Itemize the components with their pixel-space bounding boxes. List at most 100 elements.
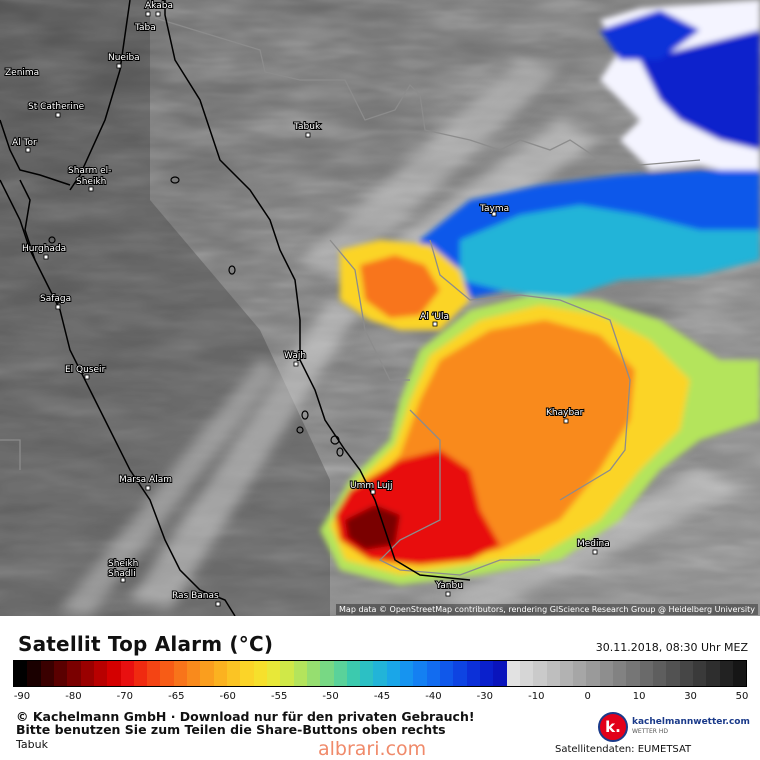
- scale-tick-label: 30: [684, 691, 697, 702]
- scale-color-cell: [346, 661, 361, 686]
- scale-tick-label: -80: [65, 691, 82, 702]
- city-marker: [25, 147, 31, 153]
- scale-tick-label: -65: [168, 691, 185, 702]
- scale-color-cell: [333, 661, 347, 686]
- scale-color-cell: [187, 661, 201, 686]
- city-marker: [120, 577, 126, 583]
- color-scale-bar: [13, 660, 747, 687]
- watermark: albrari.com: [318, 738, 427, 760]
- scale-color-cell: [613, 661, 627, 686]
- city-label: Nueiba: [108, 53, 140, 63]
- map-canvas: Akaba Taba Nueiba Zenima St Catherine Ta…: [0, 0, 760, 616]
- scale-tick-label: -40: [425, 691, 442, 702]
- scale-color-cell: [666, 661, 680, 686]
- city-marker: [305, 132, 311, 138]
- scale-color-cell: [280, 661, 294, 686]
- location-name: Tabuk: [16, 738, 48, 751]
- scale-color-cell: [586, 661, 600, 686]
- scale-tick-label: -70: [116, 691, 134, 702]
- city-marker: [592, 549, 598, 555]
- city-label: Sheikh: [108, 559, 138, 569]
- scale-color-cell: [559, 661, 574, 686]
- city-label: Hurghada: [22, 244, 66, 254]
- city-marker: [432, 321, 438, 327]
- copyright-notice: © Kachelmann GmbH · Download nur für den…: [16, 709, 475, 724]
- city-label: El Quseir: [65, 365, 106, 375]
- scale-color-cell: [599, 661, 614, 686]
- city-label: Al ‘Ula: [420, 312, 449, 322]
- scale-color-cell: [719, 661, 733, 686]
- legend-footer: [0, 616, 760, 760]
- scale-color-cell: [213, 661, 227, 686]
- city-marker: [145, 485, 151, 491]
- scale-color-cell: [107, 661, 121, 686]
- scale-tick-labels: -90 -80 -70 -65 -60 -55 -50 -45 -40 -30 -10 0 10 30 50: [0, 691, 760, 705]
- scale-color-cell: [306, 661, 321, 686]
- logo-icon: k.: [598, 712, 628, 742]
- scale-tick-label: -30: [476, 691, 494, 702]
- city-marker: [116, 63, 122, 69]
- coastlines: [0, 0, 471, 616]
- satellite-map[interactable]: Akaba Taba Nueiba Zenima St Catherine Ta…: [0, 0, 760, 616]
- city-label: Ras Banas: [172, 591, 219, 601]
- city-label: Safaga: [40, 294, 71, 304]
- city-marker: [88, 186, 94, 192]
- scale-tick-label: -45: [373, 691, 391, 702]
- scale-color-cell: [266, 661, 281, 686]
- logo-text: kachelmannwetter.com WETTER HD: [632, 717, 750, 737]
- scale-color-cell: [440, 661, 454, 686]
- islands: [48, 176, 344, 457]
- city-label: Khaybar: [546, 408, 584, 418]
- city-label: Tabuk: [293, 122, 321, 132]
- scale-color-cell: [626, 661, 640, 686]
- scale-color-cell: [519, 661, 534, 686]
- scale-color-cell: [200, 661, 214, 686]
- city-layer: Akaba Taba Nueiba Zenima St Catherine Ta…: [4, 0, 611, 607]
- share-notice: Bitte benutzen Sie zum Teilen die Share-…: [16, 722, 446, 737]
- scale-color-cell: [426, 661, 440, 686]
- city-label: Medina: [577, 539, 610, 549]
- city-marker: [491, 211, 497, 217]
- scale-color-cell: [413, 661, 427, 686]
- legend-title: Satellit Top Alarm (°C): [18, 632, 274, 656]
- scale-color-cell: [80, 661, 94, 686]
- city-label: Sharm el-: [68, 166, 111, 176]
- city-marker: [43, 254, 49, 260]
- scale-color-cell: [639, 661, 653, 686]
- map-attribution: Map data © OpenStreetMap contributors, r…: [336, 604, 758, 615]
- city-label: Taba: [134, 23, 156, 33]
- scale-color-cell: [386, 661, 401, 686]
- scale-color-cell: [400, 661, 414, 686]
- city-label: Sheikh: [76, 177, 106, 187]
- scale-tick-label: 0: [584, 691, 591, 702]
- city-marker: [293, 361, 299, 367]
- scale-tick-label: -90: [13, 691, 31, 702]
- scale-color-cell: [533, 661, 547, 686]
- scale-color-cell: [293, 661, 307, 686]
- city-label: Akaba: [145, 1, 173, 11]
- scale-color-cell: [53, 661, 68, 686]
- cloud-top-overlay: [320, 0, 760, 585]
- scale-tick-label: -60: [219, 691, 236, 702]
- scale-tick-label: -10: [528, 691, 545, 702]
- scale-color-cell: [466, 661, 480, 686]
- scale-color-cell: [493, 661, 507, 686]
- satellite-data-credit: Satellitendaten: EUMETSAT: [555, 744, 692, 755]
- scale-color-cell: [67, 661, 81, 686]
- scale-color-cell: [227, 661, 241, 686]
- timestamp: 30.11.2018, 08:30 Uhr MEZ: [595, 641, 748, 654]
- city-marker: [145, 11, 151, 17]
- city-label: Shadli: [108, 569, 136, 579]
- scale-color-cell: [160, 661, 174, 686]
- scale-tick-label: 50: [735, 691, 749, 702]
- scale-color-cell: [173, 661, 188, 686]
- country-borders: [0, 17, 701, 576]
- scale-color-cell: [40, 661, 54, 686]
- city-label: Yanbu: [435, 581, 463, 591]
- scale-tick-label: -55: [270, 691, 288, 702]
- city-label: St Catherine: [28, 102, 85, 112]
- city-label: Umm Lujj: [350, 481, 393, 491]
- kachelmann-logo[interactable]: k. kachelmannwetter.com WETTER HD: [598, 712, 750, 742]
- scale-tick-label: -50: [322, 691, 339, 702]
- city-marker: [563, 418, 569, 424]
